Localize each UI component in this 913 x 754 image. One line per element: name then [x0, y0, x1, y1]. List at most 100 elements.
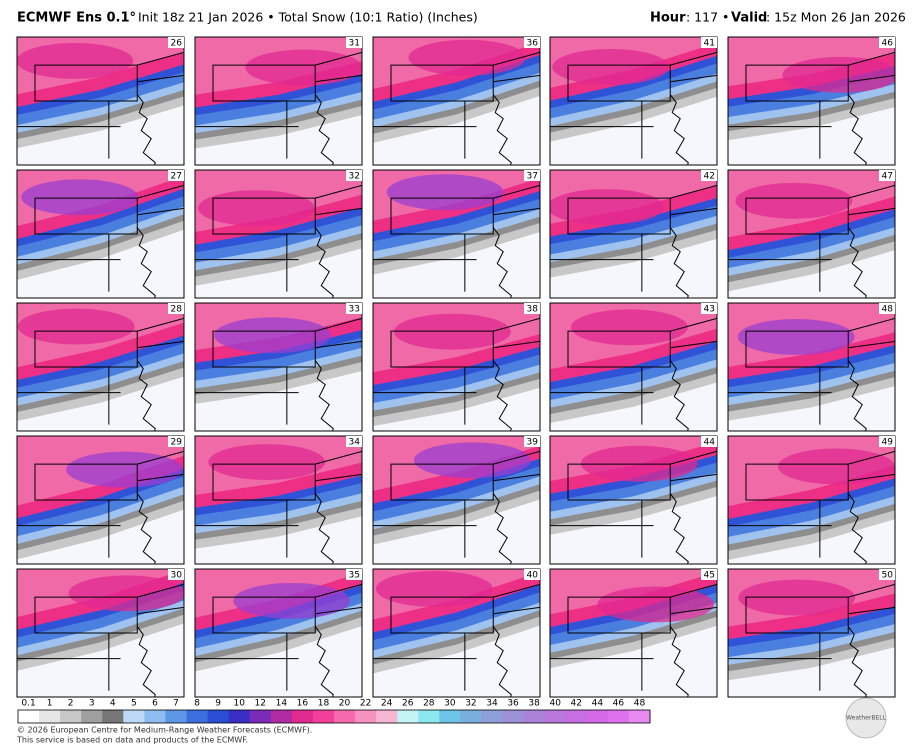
colorbar-label: 24	[381, 699, 393, 709]
map-panel: 45	[549, 568, 718, 698]
member-box	[168, 436, 184, 447]
colorbar-label: 44	[592, 699, 604, 709]
heavy-snow-area	[214, 317, 332, 354]
panel-border	[727, 568, 896, 698]
coastline	[669, 493, 689, 564]
state-border	[567, 330, 671, 368]
panel-border	[372, 435, 541, 565]
member-number: 43	[704, 305, 715, 315]
coastline	[314, 360, 334, 431]
panel-fields	[550, 569, 717, 697]
colorbar-label: 0.1	[21, 699, 35, 709]
panel-fields	[728, 436, 895, 564]
colorbar-segment	[418, 710, 440, 723]
panel-fields	[550, 436, 717, 564]
colorbar-label: 10	[233, 699, 245, 709]
heavy-snow-area	[17, 308, 135, 345]
state-border	[212, 197, 316, 235]
member-number: 32	[349, 172, 360, 182]
colorbar-label: 16	[297, 699, 309, 709]
panel-fields	[373, 37, 540, 165]
member-box	[701, 37, 717, 48]
panel-border	[194, 169, 363, 299]
state-border	[728, 317, 895, 425]
colorbar-segment	[18, 710, 40, 723]
member-box	[879, 303, 895, 314]
map-panel: 40	[372, 568, 541, 698]
state-border	[567, 64, 671, 102]
colorbar-label: 22	[360, 699, 371, 709]
coastline	[492, 360, 512, 431]
colorbar-segment	[355, 710, 377, 723]
colorbar-label: 1	[47, 699, 53, 709]
colorbar-segment	[481, 710, 504, 723]
heavy-snow-area	[17, 42, 134, 79]
state-border	[373, 51, 540, 159]
coastline	[314, 493, 334, 564]
colorbar-segment	[291, 710, 314, 723]
colorbar-label: 40	[549, 699, 561, 709]
colorbar-border	[17, 709, 651, 724]
panel-fields	[550, 37, 717, 165]
coastline	[669, 360, 689, 431]
heavy-snow-area	[597, 586, 715, 623]
state-border	[390, 463, 494, 501]
map-panel: 31	[194, 36, 363, 166]
coastline	[136, 227, 156, 298]
coastline	[314, 626, 334, 697]
heavy-snow-area	[68, 575, 184, 612]
coastline	[847, 626, 867, 697]
state-border	[195, 583, 362, 691]
member-box	[701, 436, 717, 447]
heavy-snow-area	[737, 318, 855, 355]
map-panel: 28	[16, 302, 185, 432]
panel-fields	[373, 569, 540, 697]
state-border	[390, 330, 494, 368]
state-border	[550, 450, 717, 558]
panel-border	[549, 36, 718, 166]
coastline	[136, 626, 156, 697]
heavy-snow-area	[375, 570, 493, 607]
state-border	[550, 51, 717, 159]
member-box	[524, 569, 540, 580]
colorbar-label: 46	[613, 699, 625, 709]
map-panel: 41	[549, 36, 718, 166]
panel-border	[727, 435, 896, 565]
map-panel: 35	[194, 568, 363, 698]
colorbar-label: 12	[255, 699, 266, 709]
member-number: 46	[882, 39, 894, 49]
colorbar-label: 6	[152, 699, 158, 709]
member-box	[879, 436, 895, 447]
state-border	[745, 197, 849, 235]
colorbar-segment	[123, 710, 145, 723]
colorbar-segment	[334, 710, 356, 723]
panel-fields	[373, 303, 540, 431]
member-box	[524, 37, 540, 48]
panel-fields	[728, 303, 895, 431]
coastline	[847, 94, 867, 165]
colorbar-segment	[439, 710, 461, 723]
map-panel: 34	[194, 435, 363, 565]
colorbar-segment	[607, 710, 630, 723]
colorbar-segment	[502, 710, 525, 723]
state-border	[34, 197, 138, 235]
member-number: 44	[704, 438, 716, 448]
colorbar-label: 20	[339, 699, 351, 709]
colorbar-label: 34	[486, 699, 498, 709]
state-border	[195, 450, 362, 558]
member-box	[879, 37, 895, 48]
colorbar-label: 38	[528, 699, 540, 709]
panel-border	[549, 169, 718, 299]
map-panel: 47	[727, 169, 896, 299]
heavy-snow-area	[66, 451, 184, 488]
state-border	[17, 583, 184, 691]
state-border	[390, 596, 494, 634]
state-border	[745, 330, 849, 368]
member-box	[168, 303, 184, 314]
member-box	[524, 303, 540, 314]
panel-fields	[17, 303, 184, 431]
colorbar-segment	[165, 710, 188, 723]
state-border	[34, 463, 138, 501]
panel-fields	[195, 569, 362, 697]
member-box	[524, 170, 540, 181]
